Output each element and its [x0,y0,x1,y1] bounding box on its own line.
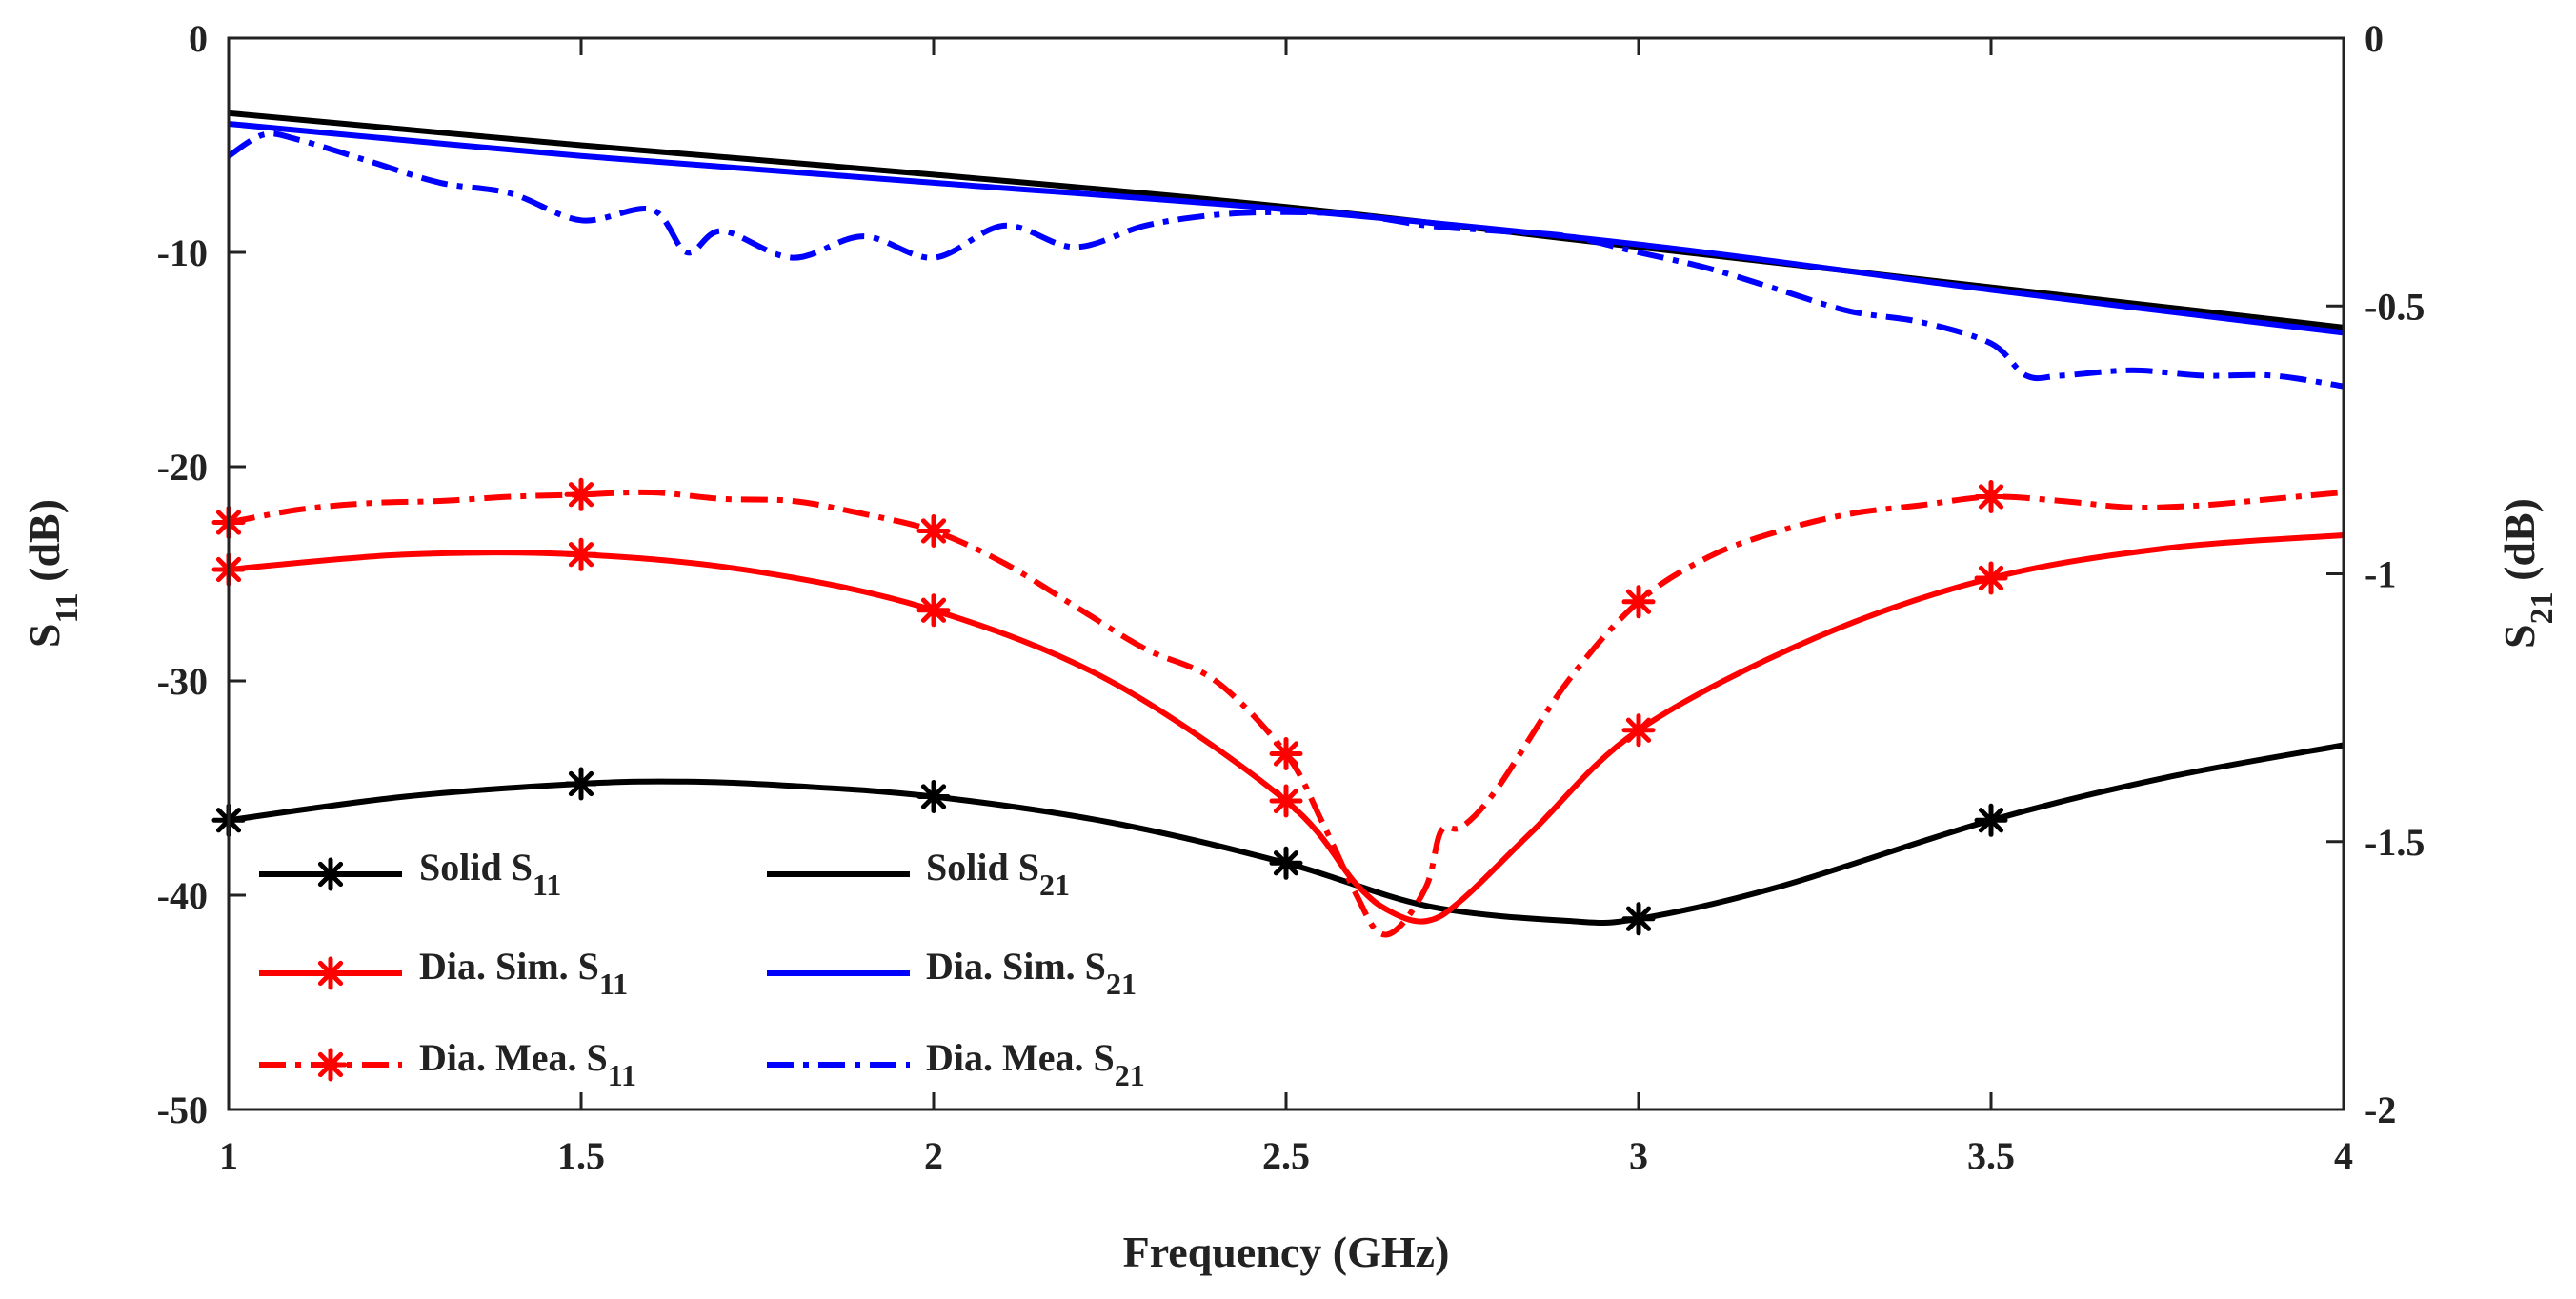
marker-dia-sim-s11-stroke [1625,717,1652,743]
legend-marker-dia-mea-s11 [313,1048,348,1082]
x-tick-label: 1 [219,1134,238,1177]
marker-dia-mea-s11 [564,477,598,511]
y-right-tick-label: -1.5 [2365,821,2425,864]
x-tick-label: 3 [1629,1134,1648,1177]
tick-layer: 1 1.5 2 2.5 3 3.5 4 0 -10 -20 -30 -40 -50 0 -0.5 -1 -1.5… [157,17,2425,1177]
marker-dia-mea-s11 [1621,585,1656,619]
legend-marker-solid-s11 [313,857,348,891]
marker-dia-mea-s11-stroke [568,482,594,508]
legend-label-sub: 21 [1106,967,1137,1001]
legend-marker-dia-sim-s11-stroke [317,960,344,987]
legend-label-dia-mea-s11: Dia. Mea. S11 [419,1036,636,1092]
legend-label-dia-mea-s21: Dia. Mea. S21 [926,1036,1145,1092]
x-tick-label: 2 [924,1134,943,1177]
series-layer [211,110,2345,938]
series-line-dia-mea-s11 [228,489,2345,938]
marker-dia-mea-s11 [916,514,951,548]
marker-dia-sim-s11 [916,593,951,628]
marker-solid-s11 [1621,902,1656,936]
y-right-title-sub: 21 [2525,591,2560,624]
legend-marker-dia-sim-s11 [313,956,348,990]
legend-label-sub: 21 [1039,868,1070,902]
marker-dia-sim-s11 [564,537,598,571]
marker-solid-s11 [1974,803,2008,837]
legend-marker-solid-s11-stroke [317,861,344,888]
marker-dia-sim-s11 [1621,713,1656,748]
legend-label-solid-s11: Solid S11 [419,846,561,902]
marker-dia-sim-s11 [1269,784,1303,818]
legend-marker-dia-mea-s11-stroke [317,1051,344,1078]
legend-label-sub: 11 [599,967,628,1001]
legend-label-main: Dia. Mea. S [419,1036,608,1079]
legend-label-sub: 21 [1115,1058,1145,1092]
y-right-tick-label: -0.5 [2365,285,2425,328]
marker-dia-mea-s11 [1269,737,1303,770]
marker-solid-s11 [564,767,598,801]
x-axis-title: Frequency (GHz) [1123,1228,1450,1276]
y-left-title-suffix: (dB) [20,499,69,592]
marker-solid-s11-stroke [568,770,594,797]
y-right-tick-label: 0 [2365,17,2384,60]
marker-dia-mea-s11-stroke [1625,589,1652,614]
y-axis-left-title: S11 (dB) [20,499,85,648]
legend-label-main: Dia. Sim. S [419,945,599,988]
x-tick-label: 3.5 [1967,1134,2015,1177]
series-line-dia-sim-s11 [228,532,2345,925]
marker-dia-sim-s11 [1974,561,2008,595]
marker-dia-mea-s11-stroke [1978,484,2004,510]
y-axis-right-title: S21 (dB) [2495,498,2560,649]
y-right-title-main: S [2495,624,2544,649]
y-left-tick-label: -30 [157,660,208,703]
marker-dia-sim-s11-stroke [920,597,947,623]
marker-solid-s11 [916,780,951,813]
legend-label-main: Dia. Mea. S [926,1036,1115,1079]
x-tick-label: 4 [2334,1134,2353,1177]
marker-solid-s11-stroke [920,784,947,809]
legend-label-dia-sim-s21: Dia. Sim. S21 [926,945,1137,1001]
marker-dia-sim-s11-stroke [1978,565,2004,591]
y-right-title-suffix: (dB) [2495,498,2544,591]
marker-solid-s11-stroke [1273,850,1299,876]
y-left-tick-label: -50 [157,1089,208,1131]
y-left-tick-label: -40 [157,874,208,917]
marker-dia-sim-s11-stroke [1273,788,1299,814]
marker-dia-sim-s11-stroke [568,542,594,568]
marker-dia-mea-s11 [1974,480,2008,513]
x-tick-label: 2.5 [1262,1134,1310,1177]
series-line-dia-mea-s21 [227,130,2345,390]
legend-label-main: Solid S [926,846,1039,889]
y-right-tick-label: -1 [2365,553,2396,596]
legend-label-sub: 11 [533,868,561,902]
y-left-tick-label: -20 [157,446,208,489]
legend-label-sub: 11 [608,1058,636,1092]
y-right-tick-label: -2 [2365,1089,2396,1131]
y-left-title-main: S [20,623,69,648]
y-left-title-sub: 11 [50,592,85,623]
y-left-tick-label: 0 [189,17,208,60]
x-tick-label: 1.5 [557,1134,605,1177]
series-line-dia-sim-s21 [228,121,2345,336]
y-left-tick-label: -10 [157,231,208,274]
legend-label-dia-sim-s11: Dia. Sim. S11 [419,945,628,1001]
marker-solid-s11-stroke [1978,808,2004,833]
legend-label-main: Dia. Sim. S [926,945,1106,988]
marker-dia-mea-s11-stroke [920,518,947,544]
marker-solid-s11 [1269,846,1303,880]
marker-dia-mea-s11-stroke [1273,741,1299,767]
legend-label-main: Solid S [419,846,533,889]
marker-solid-s11-stroke [1625,906,1652,931]
legend-label-solid-s21: Solid S21 [926,846,1070,902]
